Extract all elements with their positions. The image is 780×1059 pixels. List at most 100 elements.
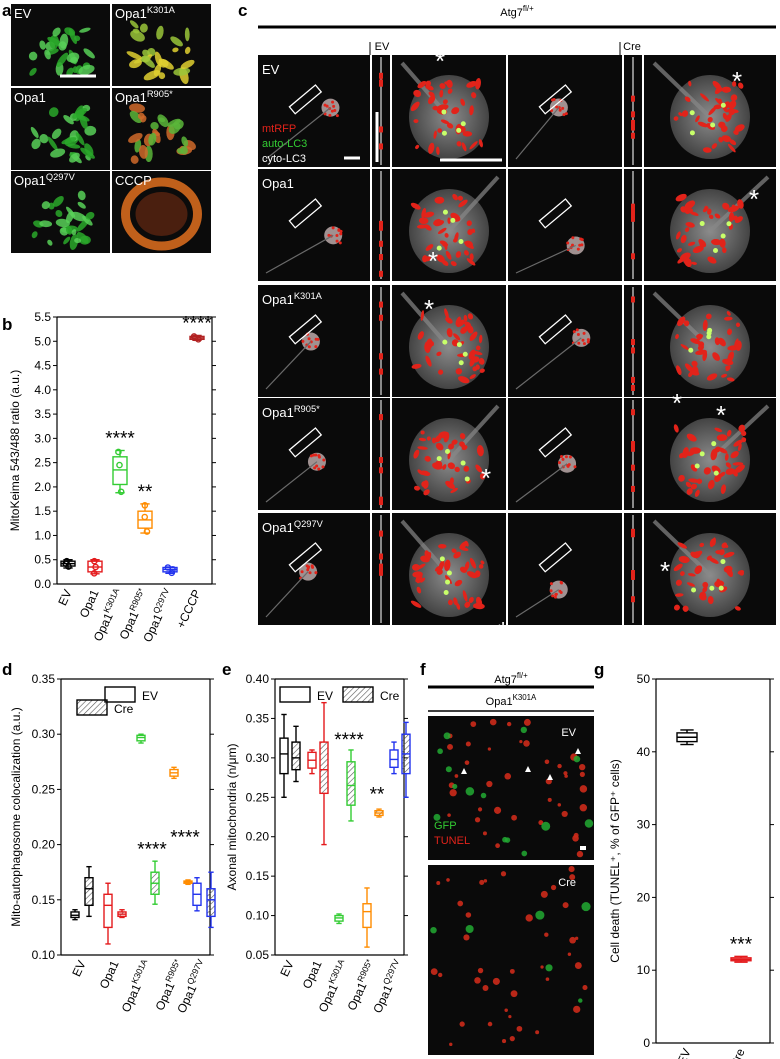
tunel-signal: [474, 977, 481, 984]
axon-mito: [379, 224, 383, 231]
tunel-signal: [563, 771, 568, 776]
row-label: Opa1: [262, 176, 294, 191]
mito-signal: [416, 563, 426, 570]
mito-signal: [714, 87, 722, 95]
mitochondria-blob: [137, 112, 145, 120]
mito-signal: [439, 83, 446, 89]
mito-signal: [428, 91, 435, 97]
mito-signal: [455, 316, 461, 326]
genotype-label: Atg7fl/+: [494, 671, 528, 686]
mito-signal: [469, 374, 476, 380]
mito-signal: [442, 99, 448, 105]
autophagosome-signal: [709, 585, 715, 591]
mito-signal: [426, 552, 432, 561]
mito-signal: [309, 454, 313, 458]
mitochondria-blob: [143, 70, 161, 81]
axon: [515, 589, 560, 618]
mito-signal: [686, 433, 697, 442]
autophagosome-signal: [699, 451, 705, 457]
tunel-signal: [579, 771, 585, 777]
row-label-sup: Q297V: [294, 519, 324, 529]
mito-signal: [439, 89, 444, 98]
mito-signal: [478, 334, 483, 344]
soma-star: *: [481, 463, 491, 493]
mito-signal: [734, 124, 745, 132]
box-point: [141, 502, 149, 509]
mito-signal: [450, 261, 457, 267]
axon-mito: [379, 143, 383, 150]
mito-signal: [737, 82, 744, 89]
axon: [515, 463, 568, 503]
mito-signal: [459, 433, 466, 440]
mito-signal: [580, 243, 584, 247]
tunel-signal: [573, 1005, 581, 1013]
x-tick-label-base: EV: [674, 1046, 693, 1059]
tunel-signal: [561, 810, 568, 818]
tile-label: Opa1K301A: [115, 5, 176, 21]
axon-mito: [379, 314, 383, 321]
mito-signal: [673, 604, 680, 611]
y-tick-label: 0.20: [32, 838, 56, 852]
mito-signal: [420, 310, 425, 321]
axon-mito: [631, 253, 635, 260]
y-tick-label: 0.5: [34, 553, 51, 567]
mitochondria-blob: [66, 206, 76, 218]
mito-signal: [549, 582, 553, 586]
x-tick-label: Opa1: [77, 587, 102, 620]
tunel-signal: [545, 977, 550, 981]
tunel-signal: [569, 936, 576, 944]
tunel-signal: [438, 972, 443, 978]
autophagosome-signal: [436, 456, 442, 462]
tunel-signal: [482, 831, 487, 836]
mito-signal: [675, 193, 687, 202]
mito-signal: [728, 100, 737, 110]
x-tick-label-sup: K301A: [326, 957, 346, 985]
x-tick-label-base: Opa1: [77, 587, 102, 620]
mito-signal: [682, 447, 689, 459]
mito-signal: [711, 465, 721, 474]
axon-mito: [379, 414, 383, 421]
mito-signal: [696, 478, 703, 484]
mito-signal: [735, 340, 742, 352]
arrowhead: [547, 774, 553, 780]
gfp-signal: [521, 850, 528, 857]
axon-mito: [631, 132, 635, 139]
mitochondria-blob: [126, 51, 143, 60]
autophagosome-signal: [443, 589, 449, 595]
autophagosome-signal: [460, 121, 466, 127]
mito-signal: [437, 227, 447, 234]
col-ev-label: EV: [375, 41, 390, 53]
mito-signal: [436, 146, 440, 155]
roi-box: [538, 84, 573, 115]
mito-signal: [733, 130, 739, 135]
mitochondria-blob: [47, 136, 58, 151]
mitochondria-blob: [69, 152, 80, 163]
mito-signal: [454, 466, 460, 473]
tunel-signal: [449, 1042, 453, 1047]
x-tick-label-base: Opa1: [300, 958, 325, 991]
row-label: EV: [262, 62, 280, 77]
autophagosome-signal: [464, 476, 470, 482]
mito-signal: [686, 582, 696, 587]
mito-signal: [457, 195, 463, 201]
autophagosome-signal: [689, 110, 695, 116]
significance-mark: ****: [170, 827, 200, 848]
axon-mito: [379, 126, 383, 133]
mito-signal: [722, 247, 727, 254]
mito-signal: [575, 328, 579, 332]
mito-signal: [339, 229, 343, 233]
mitochondria-blob: [70, 211, 87, 222]
y-axis-label: Cell death (TUNEL⁺, % of GFP⁺ cells): [608, 759, 622, 962]
axon: [515, 337, 582, 390]
mito-signal: [410, 101, 420, 112]
mito-signal: [444, 233, 449, 238]
x-tick-label: Opa1: [300, 958, 325, 991]
axon-mito: [631, 485, 635, 492]
mito-signal: [707, 256, 717, 264]
tunel-signal: [523, 718, 531, 726]
mito-signal: [473, 603, 485, 610]
mito-signal: [475, 78, 481, 90]
mito-signal: [314, 571, 318, 575]
x-tick-label-base: EV: [277, 958, 296, 978]
mito-signal: [690, 551, 699, 559]
